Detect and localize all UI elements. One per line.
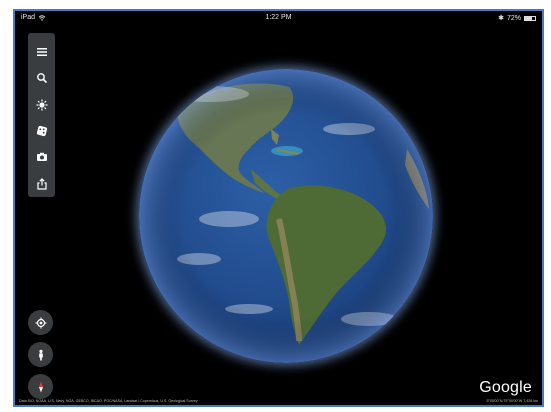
compass-icon xyxy=(38,381,43,392)
feeling-lucky-button[interactable] xyxy=(28,118,55,144)
battery-icon xyxy=(524,15,536,21)
share-button[interactable] xyxy=(28,171,55,197)
ipad-screen: iPad 1:22 PM ✱ 72% xyxy=(13,9,544,407)
status-right: ✱ 72% xyxy=(498,14,536,22)
pegman-icon xyxy=(38,349,43,360)
google-logo: Google xyxy=(479,379,532,396)
voyager-icon xyxy=(36,99,47,111)
battery-percent: 72% xyxy=(506,14,521,22)
compass-button[interactable] xyxy=(28,374,53,399)
street-view-button[interactable] xyxy=(28,342,53,367)
menu-button[interactable] xyxy=(28,39,55,65)
atmosphere-limb xyxy=(139,69,433,363)
search-icon xyxy=(36,73,47,84)
status-time: 1:22 PM xyxy=(265,14,292,21)
camera-icon xyxy=(36,153,47,162)
screenshot-button[interactable] xyxy=(28,144,55,170)
menu-icon xyxy=(36,48,47,57)
device-label: iPad xyxy=(21,14,36,21)
camera-coordinates: 5°05'00"N 75°00'00"W 7,426 km xyxy=(486,399,538,403)
status-bar: iPad 1:22 PM ✱ 72% xyxy=(15,11,542,25)
dice-icon xyxy=(36,126,47,137)
voyager-button[interactable] xyxy=(28,92,55,118)
earth-globe[interactable] xyxy=(139,69,433,363)
side-toolbar xyxy=(28,33,55,197)
status-left: iPad xyxy=(21,14,46,21)
bluetooth-icon: ✱ xyxy=(498,15,504,22)
my-location-button[interactable] xyxy=(28,310,53,335)
imagery-attribution[interactable]: Data SIO, NOAA, U.S. Navy, NGA, GEBCO, I… xyxy=(19,399,198,403)
globe-imagery xyxy=(139,69,433,363)
share-icon xyxy=(36,177,47,190)
search-button[interactable] xyxy=(28,65,55,91)
battery-fill xyxy=(525,16,533,20)
wifi-icon xyxy=(38,14,46,21)
location-target-icon xyxy=(35,317,46,328)
